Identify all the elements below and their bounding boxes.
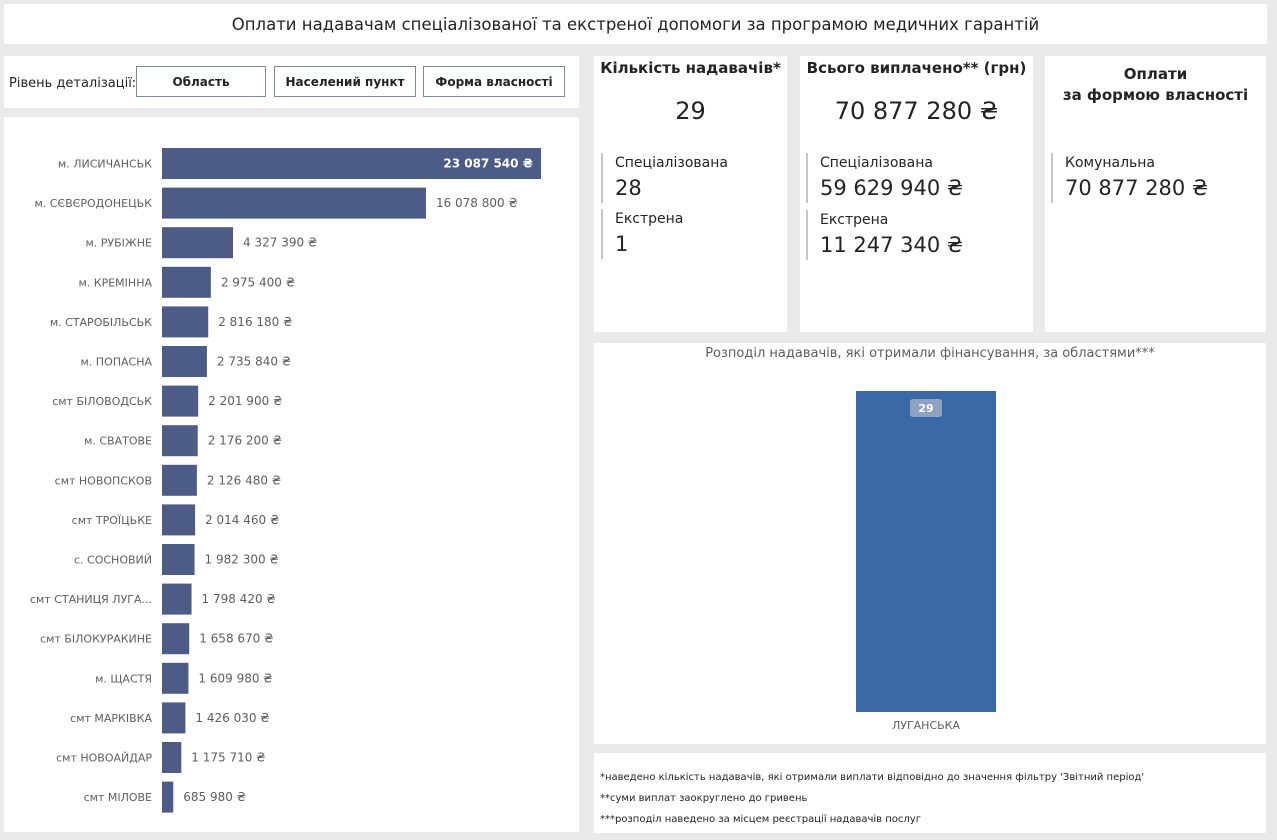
specialized-paid-value: 59 629 940 ₴: [820, 176, 964, 200]
bar[interactable]: [162, 623, 190, 655]
value-label: 1 609 980 ₴: [198, 671, 272, 685]
bar[interactable]: [162, 781, 174, 813]
emergency-count-row: Екстрена 1: [601, 209, 683, 259]
value-label: 2 176 200 ₴: [208, 434, 282, 448]
column-chart-title: Розподіл надавачів, які отримали фінансу…: [705, 346, 1155, 361]
value-label: 2 735 840 ₴: [217, 355, 291, 369]
bar[interactable]: [162, 187, 426, 219]
bar[interactable]: [162, 346, 207, 377]
value-label: 685 980 ₴: [183, 790, 246, 804]
category-label: смт НОВОАЙДАР: [56, 752, 152, 765]
total-paid-title: Всього виплачено** (грн): [806, 59, 1027, 77]
bar[interactable]: [162, 544, 195, 575]
value-label: 1 175 710 ₴: [191, 751, 265, 765]
value-label: 1 798 420 ₴: [202, 592, 276, 606]
bar[interactable]: [162, 742, 182, 773]
filter-label: Рівень деталізації:: [9, 76, 137, 91]
category-label: смт БІЛОКУРАКИНЕ: [40, 633, 152, 646]
title-panel: Оплати надавачам спеціалізованої та екст…: [4, 4, 1267, 44]
total-paid-value: 70 877 280 ₴: [834, 97, 999, 125]
payments-by-locality-chart: м. ЛИСИЧАНСЬК 23 087 540 ₴ м. СЄВЄРОДОНЕЦЬ…: [4, 117, 579, 832]
value-label: 23 087 540 ₴: [443, 157, 533, 171]
bar[interactable]: [162, 702, 186, 734]
column-category-label: ЛУГАНСЬКА: [892, 719, 961, 732]
category-label: м. ЛИСИЧАНСЬК: [58, 158, 152, 171]
footnote-2: **суми виплат заокруглено до гривень: [600, 793, 808, 804]
providers-count-card: Кількість надавачів* 29 Спеціалізована 2…: [594, 56, 787, 332]
bar[interactable]: [162, 266, 211, 298]
specialized-paid-row: Спеціалізована 59 629 940 ₴: [806, 153, 963, 203]
category-label: м. ПОПАСНА: [81, 356, 153, 369]
ownership-title-line1: Оплати: [1123, 65, 1188, 83]
category-label: м. РУБІЖНЕ: [86, 237, 153, 250]
emergency-paid-value: 11 247 340 ₴: [820, 233, 964, 257]
specialized-paid-label: Спеціалізована: [820, 155, 933, 171]
value-label: 2 975 400 ₴: [221, 275, 295, 289]
ownership-card: Оплати за формою власності Комунальна 70…: [1045, 56, 1266, 332]
category-label: м. СВАТОВЕ: [84, 435, 152, 448]
providers-by-region-chart: 29 ЛУГАНСЬКА Розподіл надавачів, які отри…: [594, 343, 1266, 744]
footnote-1: *наведено кількість надавачів, які отрим…: [600, 772, 1145, 783]
value-label: 2 201 900 ₴: [208, 394, 282, 408]
category-label: с. СОСНОВИЙ: [74, 554, 152, 567]
category-label: м. СЄВЄРОДОНЕЦЬК: [34, 197, 152, 210]
communal-value: 70 877 280 ₴: [1065, 176, 1209, 200]
value-label: 2 816 180 ₴: [218, 315, 292, 329]
bar[interactable]: [162, 385, 199, 417]
bar[interactable]: [162, 227, 234, 259]
category-label: смт МІЛОВЕ: [84, 791, 152, 804]
communal-row: Комунальна 70 877 280 ₴: [1051, 153, 1208, 203]
ownership-form-button[interactable]: Форма власності: [423, 66, 565, 97]
bar-chart-svg: м. ЛИСИЧАНСЬК 23 087 540 ₴ м. СЄВЄРОДОНЕЦЬ…: [30, 148, 541, 813]
emergency-count-label: Екстрена: [615, 211, 684, 227]
value-label: 16 078 800 ₴: [436, 196, 518, 210]
category-label: смт БІЛОВОДСЬК: [52, 395, 152, 408]
bar[interactable]: [162, 504, 196, 536]
column-chart-svg: 29 ЛУГАНСЬКА: [856, 391, 996, 732]
value-label: 1 982 300 ₴: [205, 553, 279, 567]
category-label: смт МАРКІВКА: [70, 712, 152, 725]
category-label: смт ТРОЇЦЬКЕ: [72, 514, 152, 527]
specialized-count-row: Спеціалізована 28: [601, 153, 728, 203]
value-label: 1 658 670 ₴: [199, 632, 273, 646]
column-value-badge: [910, 399, 942, 417]
bar[interactable]: [162, 306, 209, 338]
region-button[interactable]: Область: [136, 66, 266, 97]
category-label: м. КРЕМІННА: [79, 276, 153, 289]
bar[interactable]: [162, 148, 541, 179]
communal-label: Комунальна: [1065, 155, 1156, 171]
emergency-paid-label: Екстрена: [820, 212, 889, 228]
value-label: 2 126 480 ₴: [207, 473, 281, 487]
emergency-count-value: 1: [615, 232, 629, 256]
category-label: смт СТАНИЦЯ ЛУГА...: [30, 593, 152, 606]
value-label: 1 426 030 ₴: [195, 711, 269, 725]
specialized-count-value: 28: [615, 176, 642, 200]
column-bar[interactable]: [856, 391, 996, 712]
value-label: 2 014 460 ₴: [205, 513, 279, 527]
emergency-paid-row: Екстрена 11 247 340 ₴: [806, 210, 963, 260]
page-title: Оплати надавачам спеціалізованої та екст…: [231, 14, 1040, 34]
bar[interactable]: [162, 662, 189, 694]
footnote-3: ***розподіл наведено за місцем реєстраці…: [600, 814, 921, 825]
providers-count-title: Кількість надавачів*: [600, 59, 781, 77]
detail-level-filter: Рівень деталізації: Область Населений пу…: [4, 56, 579, 108]
column-value-label: 29: [918, 402, 933, 415]
category-label: м. СТАРОБІЛЬСЬК: [50, 316, 152, 329]
ownership-title-line2: за формою власності: [1062, 86, 1249, 104]
bar[interactable]: [162, 464, 197, 496]
category-label: смт НОВОПСКОВ: [55, 474, 152, 487]
category-label: м. ЩАСТЯ: [95, 672, 152, 685]
footnotes-panel: *наведено кількість надавачів, які отрим…: [594, 753, 1266, 833]
bar[interactable]: [162, 425, 198, 457]
value-label: 4 327 390 ₴: [243, 236, 317, 250]
locality-button[interactable]: Населений пункт: [274, 66, 416, 97]
total-paid-card: Всього виплачено** (грн) 70 877 280 ₴ Сп…: [800, 56, 1033, 332]
bar[interactable]: [162, 583, 192, 615]
specialized-count-label: Спеціалізована: [615, 155, 728, 171]
providers-count-value: 29: [675, 97, 706, 125]
